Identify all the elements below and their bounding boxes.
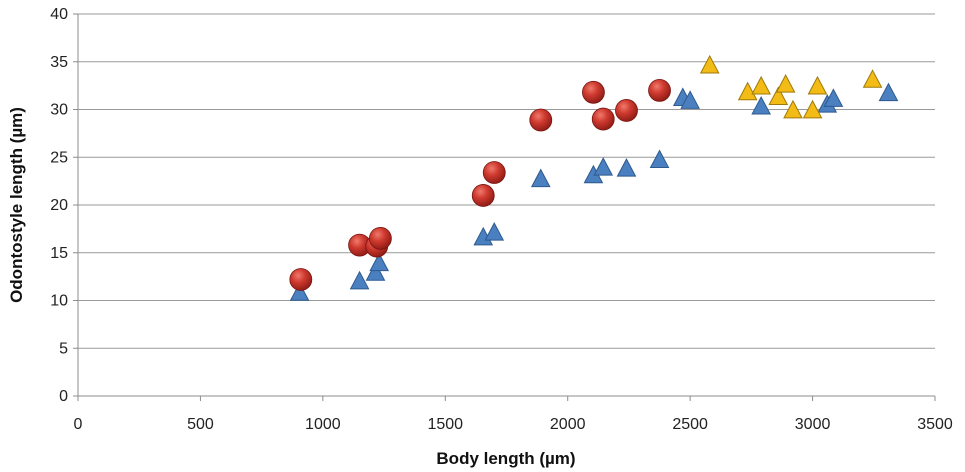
triangle-point <box>807 75 828 95</box>
triangle-point <box>783 99 803 119</box>
y-tick-label: 25 <box>50 149 68 166</box>
x-tick-label: 2500 <box>672 416 708 433</box>
y-tick-label: 30 <box>50 102 68 119</box>
x-tick-label: 1000 <box>305 416 341 433</box>
triangle-point <box>699 54 720 74</box>
y-tick-label: 40 <box>50 6 68 23</box>
y-tick-label: 35 <box>50 54 68 71</box>
x-tick-label: 500 <box>187 416 214 433</box>
triangle-point <box>775 74 796 93</box>
sphere-point <box>471 184 495 207</box>
triangle-point <box>823 88 844 107</box>
sphere-point <box>289 268 313 291</box>
triangle-point <box>802 99 823 119</box>
y-tick-labels: 0 5 10 15 20 25 30 35 40 <box>50 6 78 405</box>
sphere-point <box>482 161 506 184</box>
triangle-point <box>878 82 899 102</box>
x-tick-label: 1500 <box>427 416 463 433</box>
sphere-point <box>648 79 671 102</box>
triangle-point <box>616 158 637 177</box>
triangle-point <box>649 149 670 169</box>
data-points <box>289 54 899 301</box>
triangle-point <box>680 90 700 109</box>
triangle-point <box>484 222 505 241</box>
x-axis-title: Body length (µm) <box>436 449 575 468</box>
x-tick-label: 3000 <box>795 416 831 433</box>
triangle-point <box>862 69 883 88</box>
sphere-point <box>615 99 638 122</box>
y-tick-label: 5 <box>59 340 68 357</box>
triangle-point <box>751 75 771 95</box>
y-axis-title: Odontostyle length (µm) <box>7 107 26 303</box>
x-tick-label: 2000 <box>550 416 586 433</box>
triangle-point <box>365 262 386 281</box>
x-tick-label: 3500 <box>917 416 953 433</box>
triangle-point <box>737 81 758 101</box>
sphere-point <box>591 107 615 131</box>
triangle-point <box>349 270 370 290</box>
x-tick-labels: 0 500 1000 1500 2000 2500 3000 3500 <box>74 396 953 433</box>
sphere-point <box>529 108 553 132</box>
triangle-point <box>768 86 789 105</box>
triangle-point <box>593 157 614 176</box>
sphere-point <box>582 80 605 104</box>
triangle-point <box>751 95 771 115</box>
y-tick-label: 20 <box>50 197 68 214</box>
x-tick-label: 0 <box>74 416 83 433</box>
y-tick-label: 10 <box>50 293 68 310</box>
triangle-point <box>289 282 310 301</box>
gridlines <box>78 13 935 349</box>
sphere-point <box>368 227 392 250</box>
triangle-point <box>369 252 390 272</box>
y-tick-label: 15 <box>50 245 68 262</box>
triangle-point <box>530 168 551 188</box>
y-tick-label: 0 <box>59 388 68 405</box>
